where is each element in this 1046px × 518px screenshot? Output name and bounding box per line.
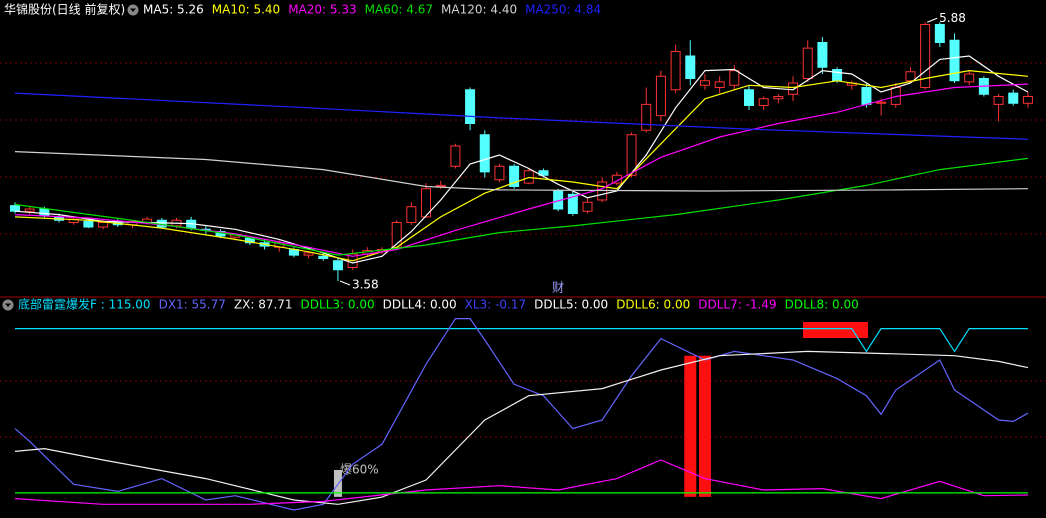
- legend-entry: MA5: 5.26: [143, 3, 204, 17]
- legend-entry: DX1: 55.77: [159, 298, 226, 312]
- icon-arrow: [5, 303, 11, 307]
- candle-body: [670, 51, 681, 91]
- legend-entry: DDLL6: 0.00: [616, 298, 690, 312]
- candle-body: [1008, 92, 1019, 104]
- indicator-line: [14, 69, 1028, 262]
- candle-body: [39, 208, 50, 217]
- candle-body: [98, 222, 109, 228]
- candle-body: [509, 165, 520, 187]
- legend-entry: MA10: 5.40: [212, 3, 280, 17]
- candle-body: [465, 89, 476, 124]
- indicator-line: [14, 83, 1028, 257]
- candle-body: [773, 96, 784, 100]
- candle-body: [24, 208, 35, 212]
- legend-entry: XL3: -0.17: [465, 298, 526, 312]
- legend-entry: MA120: 4.40: [441, 3, 517, 17]
- legend-entry: MA20: 5.33: [288, 3, 356, 17]
- icon-arrow: [130, 8, 136, 12]
- legend-entry: ZX: 87.71: [234, 298, 293, 312]
- candle-body: [817, 42, 828, 68]
- candle-body: [582, 201, 593, 212]
- candle-body: [303, 252, 314, 256]
- signal-bar: [698, 355, 711, 497]
- candle-body: [934, 24, 945, 43]
- candle-body: [1022, 96, 1033, 104]
- signal-bar: [684, 355, 697, 497]
- legend-entry: DDLL3: 0.00: [301, 298, 375, 312]
- indicator-line: [14, 55, 1029, 264]
- indicator-line: [14, 92, 1028, 140]
- candle-body: [538, 170, 549, 176]
- candle-body: [876, 101, 887, 104]
- candle-body: [655, 75, 666, 117]
- chart-title: 华锦股份(日线 前复权): [4, 2, 125, 17]
- candle-body: [479, 134, 490, 173]
- candle-body: [421, 188, 432, 218]
- menu-icon[interactable]: [127, 4, 139, 16]
- candle-body: [714, 81, 725, 88]
- legend-entry: 底部雷霆爆发F : 115.00: [18, 297, 151, 312]
- indicator-line: [14, 157, 1028, 256]
- indicator-line: [14, 350, 1029, 505]
- candle-body: [802, 47, 813, 79]
- indicator-line: [14, 318, 1029, 511]
- annotation-arrow: [926, 17, 938, 23]
- candle-body: [729, 70, 740, 86]
- candle-body: [685, 55, 696, 79]
- candle-body: [611, 174, 622, 184]
- legend-entry: DDLL5: 0.00: [534, 298, 608, 312]
- candle-body: [949, 39, 960, 82]
- candle-body: [332, 260, 343, 271]
- candle-body: [699, 80, 710, 86]
- candle-body: [788, 82, 799, 95]
- annotation: 3.58: [352, 278, 379, 292]
- signal-block: [803, 322, 868, 338]
- menu-icon[interactable]: [2, 299, 14, 311]
- candle-body: [10, 205, 20, 212]
- candle-body: [567, 193, 578, 214]
- candle-body: [83, 220, 94, 228]
- candle-body: [406, 206, 417, 223]
- legend-entry: MA60: 4.67: [365, 3, 433, 17]
- candle-body: [861, 87, 872, 105]
- candle-body: [758, 98, 769, 106]
- annotation: 财: [552, 281, 564, 295]
- candle-body: [920, 24, 931, 88]
- marker-label: 爆60%: [340, 463, 379, 477]
- candle-body: [641, 103, 652, 131]
- candle-body: [832, 69, 843, 82]
- annotation: 5.88: [939, 11, 966, 25]
- candle-body: [744, 89, 754, 106]
- candle-body: [435, 184, 446, 187]
- indicator-line: [15, 328, 1028, 353]
- legend-entry: DDLL8: 0.00: [785, 298, 859, 312]
- candle-body: [318, 255, 329, 259]
- legend-entry: DDLL7: -1.49: [698, 298, 776, 312]
- legend-entry: MA250: 4.84: [525, 3, 601, 17]
- annotation-arrow: [339, 280, 351, 286]
- candle-body: [626, 134, 637, 176]
- indicator-line: [14, 459, 1028, 505]
- legend-entry: DDLL4: 0.00: [383, 298, 457, 312]
- indicator-line: [14, 151, 1028, 192]
- candle-body: [905, 71, 916, 82]
- candle-body: [993, 96, 1004, 105]
- candle-body: [964, 73, 975, 83]
- candle-body: [494, 165, 505, 181]
- candle-body: [450, 145, 461, 167]
